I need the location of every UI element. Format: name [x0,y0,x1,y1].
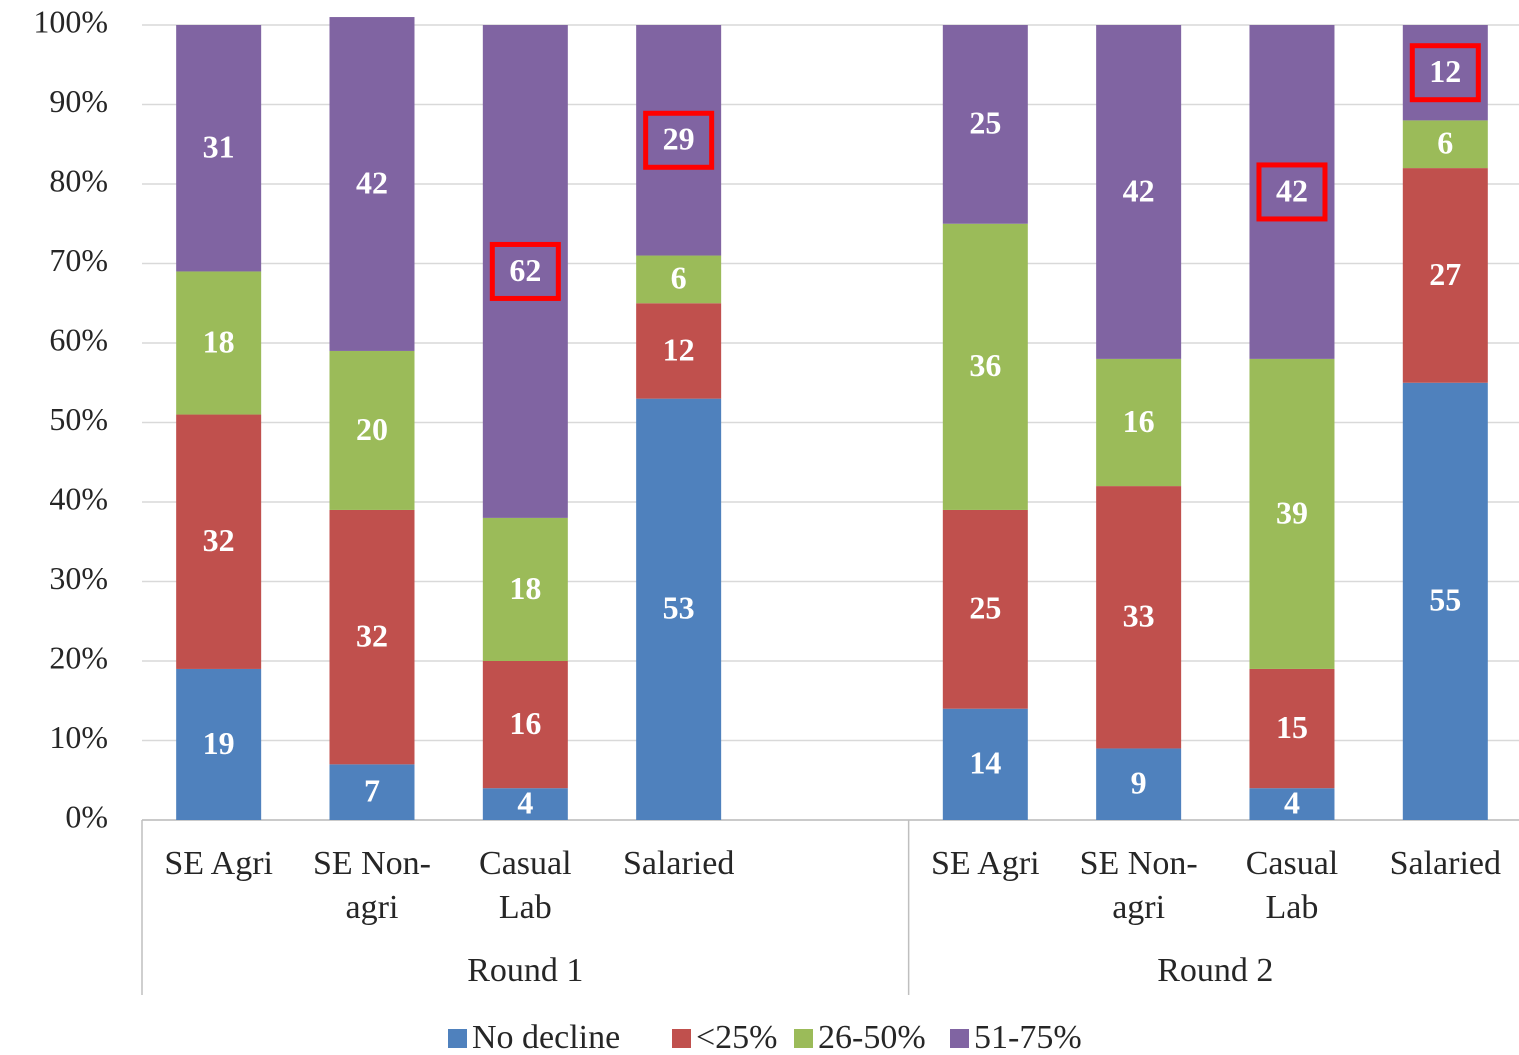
bar-segment [636,255,722,304]
data-label: 62 [509,252,541,288]
group-label: Round 2 [1157,952,1273,989]
x-tick-label: Casual Lab [1245,845,1339,926]
data-label: 42 [1123,172,1155,208]
bar-segment [1402,25,1488,121]
data-label: 9 [1131,765,1147,801]
bar-segment [176,414,262,669]
legend-label: 26-50% [818,1019,926,1055]
y-tick-label: 0% [65,798,108,834]
bar-segment [942,509,1028,709]
bar-segment [1096,748,1182,820]
y-tick-label: 80% [49,162,108,198]
y-tick-label: 60% [49,321,108,357]
bar-segment [942,223,1028,510]
group-label: Round 1 [467,952,583,989]
data-label: 27 [1429,256,1461,292]
data-label: 36 [969,347,1001,383]
data-label: 29 [663,121,695,157]
data-label: 18 [509,570,541,606]
data-label: 4 [517,784,533,820]
data-label: 19 [203,725,235,761]
data-label: 42 [1276,172,1308,208]
data-label: 4 [1284,784,1300,820]
highlight-box [489,241,561,301]
bar-segment [942,25,1028,224]
data-label: 42 [356,164,388,200]
data-label: 7 [364,773,380,809]
data-label: 20 [356,411,388,447]
data-label: 32 [356,617,388,653]
highlight-box [1409,43,1481,103]
legend-label: <25% [696,1019,778,1055]
y-tick-label: 100% [33,3,108,39]
bar-segment [482,25,568,518]
highlight-box [1256,162,1328,222]
bar-segment [176,25,262,272]
x-tick-label: Salaried [622,845,735,882]
bar-segment [1249,788,1335,820]
legend-swatch [950,1029,969,1048]
bar-segment [942,708,1028,820]
x-tick-label: Casual Lab [479,845,572,926]
x-tick-label: SE Agri [931,845,1040,882]
data-label: 31 [203,129,235,165]
data-label: 16 [509,705,541,741]
x-tick-label: SE Non-agri [312,845,432,926]
data-label: 25 [969,105,1001,141]
data-label: 14 [969,745,1001,781]
data-label: 32 [203,522,235,558]
bar-segment [1402,382,1488,820]
bar-segment [329,17,415,351]
bar-segment [482,788,568,820]
data-label: 53 [663,590,695,626]
bar-segment [482,661,568,789]
bar-segment [1249,358,1335,669]
bar-segment [1249,25,1335,359]
data-label: 18 [203,323,235,359]
y-tick-label: 70% [49,242,108,278]
legend-label: No decline [472,1019,620,1055]
bar-segment [1096,358,1182,487]
bar-segment [176,271,262,415]
y-tick-label: 10% [49,719,108,755]
data-label: 39 [1276,494,1308,530]
bar-segment [1096,25,1182,359]
legend-label: 51-75% [974,1019,1082,1055]
data-label: 16 [1123,403,1155,439]
bar-segment [329,764,415,820]
highlight-box [643,110,715,170]
legend-swatch [672,1029,691,1048]
y-tick-label: 50% [49,401,108,437]
y-tick-label: 40% [49,480,108,516]
bar-segment [1096,486,1182,749]
bar-segment [1402,168,1488,383]
y-tick-label: 20% [49,639,108,675]
x-tick-label: SE Non-agri [1079,845,1198,926]
data-label: 33 [1123,598,1155,634]
bar-segment [1249,668,1335,789]
data-label: 25 [969,590,1001,626]
y-tick-label: 30% [49,560,108,596]
x-tick-label: SE Agri [164,845,273,882]
bar-segment [329,509,415,765]
legend-swatch [794,1029,813,1048]
data-label: 12 [663,331,695,367]
data-label: 15 [1276,709,1308,745]
data-label: 55 [1429,582,1461,618]
legend-swatch [448,1029,467,1048]
bar-segment [636,398,722,820]
bar-segment [329,350,415,510]
bar-segment [176,668,262,820]
bar-segment [636,25,722,256]
data-label: 6 [1437,125,1453,161]
bar-segment [1402,120,1488,169]
data-label: 6 [671,260,687,296]
y-tick-label: 90% [49,83,108,119]
bar-segment [636,303,722,399]
x-tick-label: Salaried [1389,845,1501,882]
bar-segment [482,517,568,661]
data-label: 12 [1429,53,1461,89]
